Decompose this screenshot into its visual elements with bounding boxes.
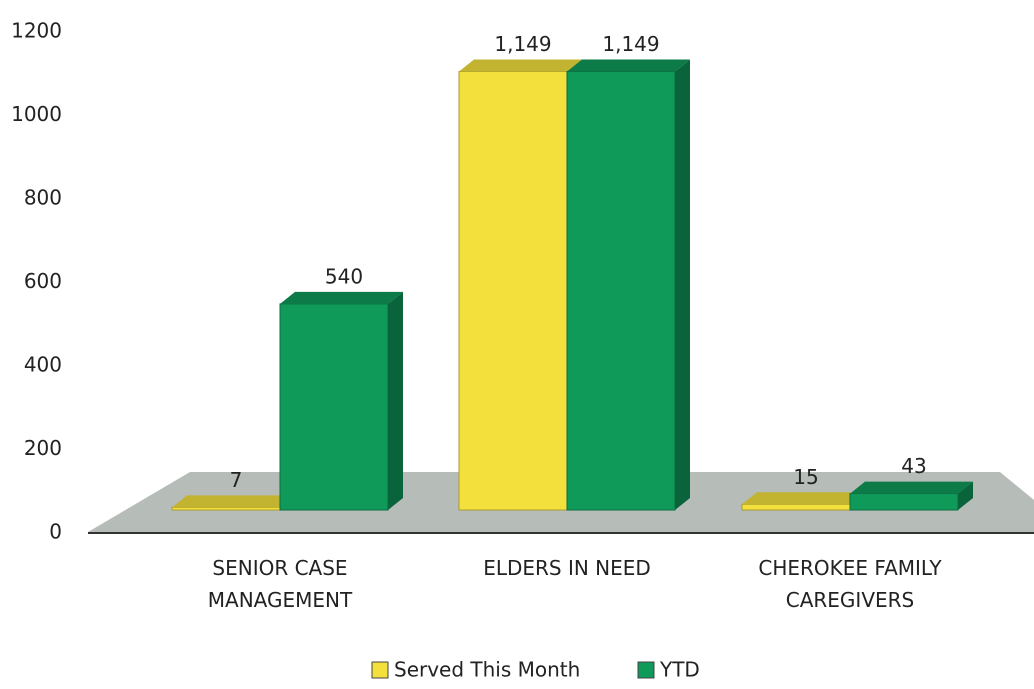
y-tick-label: 400 (24, 353, 62, 377)
bar (566, 59, 690, 511)
bar-side (675, 59, 690, 511)
bar-front (458, 70, 568, 511)
value-label: 540 (325, 264, 363, 288)
bar (741, 492, 865, 511)
legend-swatch (371, 661, 389, 679)
bar-top (172, 495, 295, 508)
bar-top (567, 59, 690, 72)
bar-front (849, 493, 959, 511)
bar-front (741, 503, 851, 511)
bar (279, 291, 403, 511)
bar-side (388, 291, 403, 510)
legend-swatch (637, 661, 655, 679)
bar-top (280, 291, 403, 304)
bar-front (171, 506, 281, 511)
y-tick-label: 800 (24, 186, 62, 210)
value-label: 1,149 (494, 32, 551, 56)
value-label: 15 (793, 465, 818, 489)
y-tick-label: 0 (49, 520, 62, 544)
y-tick-label: 1000 (11, 102, 62, 126)
bar-front (566, 70, 676, 511)
y-tick-label: 200 (24, 436, 62, 460)
x-tick-label: SENIOR CASE MANAGEMENT (207, 556, 353, 612)
bar-top (459, 59, 582, 72)
bar-top (850, 481, 973, 494)
bar-side (958, 481, 973, 510)
bar-top (742, 492, 865, 505)
x-tick-label: CHEROKEE FAMILY CAREGIVERS (758, 556, 942, 612)
legend-label: Served This Month (394, 658, 580, 682)
legend-label: YTD (659, 658, 700, 682)
x-tick-label: ELDERS IN NEED (483, 556, 651, 580)
bar (171, 495, 295, 511)
y-tick-label: 1200 (11, 19, 62, 43)
value-label: 7 (230, 468, 243, 492)
bar-front (279, 303, 389, 511)
bar (849, 481, 973, 511)
y-tick-label: 600 (24, 269, 62, 293)
value-label: 1,149 (602, 32, 659, 56)
bar (458, 59, 582, 511)
value-label: 43 (901, 454, 926, 478)
